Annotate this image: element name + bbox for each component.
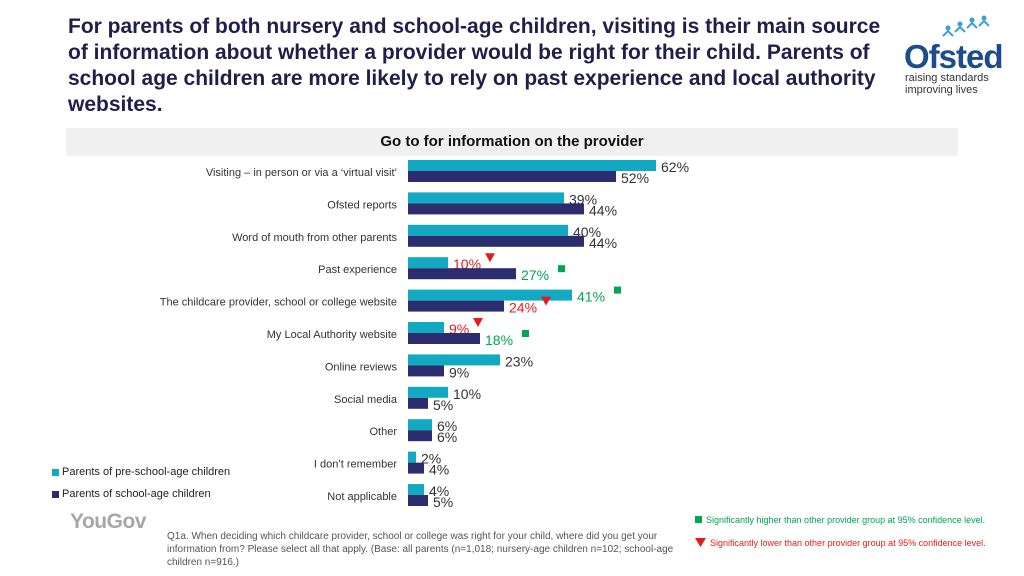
bar-school [408, 495, 428, 506]
yougov-logo: YouGov [70, 510, 146, 533]
category-label: Ofsted reports [327, 199, 397, 211]
data-label: 4% [429, 483, 449, 499]
data-label: 9% [449, 364, 469, 380]
legend-item-school: Parents of school-age children [52, 483, 230, 505]
data-label: 44% [589, 202, 617, 218]
bar-school [408, 462, 424, 474]
logo-tagline-2: improving lives [905, 84, 978, 96]
bar-preschool [408, 451, 416, 463]
category-label: Online reviews [325, 361, 398, 373]
sig-higher-icon [522, 330, 529, 337]
significance-higher-text: Significantly higher than other provider… [706, 514, 986, 525]
bar-school [408, 333, 480, 344]
bar-preschool [408, 160, 656, 171]
bar-preschool [408, 484, 424, 495]
data-label: 6% [437, 418, 457, 434]
data-label: 4% [429, 462, 449, 478]
data-label: 27% [521, 267, 549, 283]
sig-lower-icon [541, 296, 551, 306]
headline: For parents of both nursery and school-a… [68, 15, 881, 116]
bar-preschool [408, 257, 448, 269]
category-label: The childcare provider, school or colleg… [160, 297, 397, 309]
bar-school [408, 268, 516, 280]
bar-school [408, 300, 504, 312]
data-label: 2% [421, 451, 441, 467]
bar-preschool [408, 289, 572, 301]
logo-tagline: raising standards improving lives [905, 72, 989, 96]
stars-icon [942, 15, 990, 37]
sig-higher-icon [614, 286, 621, 294]
bar-preschool [408, 192, 564, 204]
data-label: 24% [509, 300, 537, 316]
legend-label-school: Parents of school-age children [62, 488, 211, 500]
data-label: 62% [661, 159, 689, 175]
data-label: 44% [589, 235, 617, 251]
bar-school [408, 365, 444, 377]
ofsted-logo: Ofsted raising standards improving lives [898, 12, 1008, 96]
bar-school [408, 171, 616, 182]
legend-swatch-preschool [52, 468, 59, 476]
sig-lower-icon [485, 253, 495, 263]
bar-school [408, 397, 428, 409]
significance-higher: Significantly higher than other provider… [695, 508, 986, 531]
legend-label-preschool: Parents of pre-school-age children [62, 466, 231, 478]
bar-preschool [408, 419, 432, 431]
category-label: I don’t remember [314, 459, 397, 471]
bar-preschool [408, 224, 568, 236]
significance-legend: Significantly higher than other provider… [695, 508, 986, 554]
bar-school [408, 235, 584, 247]
data-label: 23% [505, 353, 533, 369]
logo-name: Ofsted [904, 38, 1004, 75]
category-label: Other [369, 426, 397, 438]
data-label: 18% [485, 332, 513, 348]
square-icon [695, 516, 702, 523]
bar-preschool [408, 386, 448, 398]
data-label: 41% [577, 289, 605, 305]
data-label: 6% [437, 429, 457, 445]
legend-item-preschool: Parents of pre-school-age children [52, 461, 230, 483]
logo-tagline-1: raising standards [905, 72, 989, 84]
significance-lower-text: Significantly lower than other provider … [710, 537, 986, 548]
data-label: 5% [433, 494, 453, 510]
chart-title: Go to for information on the provider [66, 128, 958, 156]
footnote: Q1a. When deciding which childcare provi… [167, 531, 674, 568]
category-label: Not applicable [327, 491, 397, 503]
bar-school [408, 203, 584, 215]
category-label: Past experience [318, 264, 397, 276]
sig-lower-icon [473, 318, 483, 327]
data-label: 10% [453, 386, 481, 402]
category-label: Word of mouth from other parents [232, 232, 397, 244]
significance-lower: Significantly lower than other provider … [695, 531, 986, 554]
bar-school [408, 430, 432, 442]
category-label: Social media [334, 394, 398, 406]
category-label: My Local Authority website [267, 329, 397, 341]
bar-preschool [408, 354, 500, 366]
down-triangle-icon [695, 538, 706, 547]
data-label: 52% [621, 170, 649, 186]
legend: Parents of pre-school-age children Paren… [52, 461, 230, 505]
data-label: 5% [433, 397, 453, 413]
category-label: Visiting – in person or via a ‘virtual v… [206, 167, 397, 179]
bar-preschool [408, 322, 444, 333]
sig-higher-icon [558, 265, 565, 273]
legend-swatch-school [52, 490, 59, 498]
